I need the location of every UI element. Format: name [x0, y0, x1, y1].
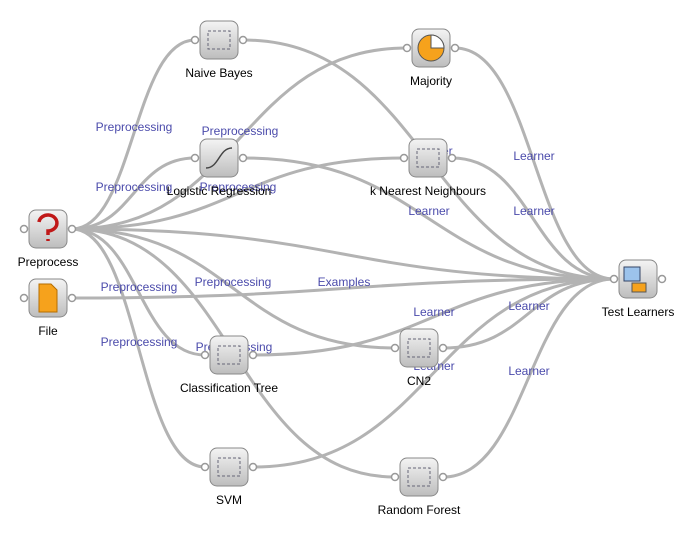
- edge-label: Learner: [408, 204, 449, 218]
- node-label: Majority: [410, 74, 452, 88]
- icon-glyph: [623, 266, 641, 282]
- output-port: [248, 350, 258, 360]
- output-port: [67, 224, 77, 234]
- node-label: k Nearest Neighbours: [370, 184, 486, 198]
- link: [71, 227, 615, 281]
- input-port: [402, 43, 412, 53]
- node-label: File: [38, 324, 58, 338]
- edge-label: Learner: [513, 204, 554, 218]
- link: [71, 227, 206, 357]
- node-label: CN2: [407, 374, 431, 388]
- input-port: [19, 224, 29, 234]
- node-label: Random Forest: [378, 503, 461, 517]
- node[interactable]: Classification Tree: [180, 335, 278, 395]
- node[interactable]: k Nearest Neighbours: [370, 138, 486, 198]
- link: [454, 46, 615, 281]
- node-label: Preprocess: [18, 255, 79, 269]
- link: [71, 38, 196, 231]
- icon-glyph: [407, 338, 431, 358]
- input-port: [19, 293, 29, 303]
- node[interactable]: Random Forest: [378, 457, 461, 517]
- link: [451, 156, 615, 281]
- node[interactable]: SVM: [200, 447, 258, 507]
- node[interactable]: Preprocess: [18, 209, 79, 269]
- output-port: [450, 43, 460, 53]
- output-port: [438, 472, 448, 482]
- edge-label: Preprocessing: [101, 280, 178, 294]
- node[interactable]: File: [19, 278, 77, 338]
- edge-label: Preprocessing: [96, 180, 173, 194]
- icon-glyph: [430, 34, 445, 49]
- link: [252, 277, 615, 357]
- link: [71, 156, 196, 231]
- edge-label: Examples: [318, 275, 371, 289]
- input-port: [190, 35, 200, 45]
- input-port: [399, 153, 409, 163]
- input-port: [390, 472, 400, 482]
- edge-label: Learner: [413, 305, 454, 319]
- node-icon: [209, 447, 249, 487]
- input-port: [200, 462, 210, 472]
- edge-label: Learner: [508, 299, 549, 313]
- edge-label: Preprocessing: [200, 180, 277, 194]
- edge-label: Preprocessing: [202, 124, 279, 138]
- edge-label: Preprocessing: [96, 120, 173, 134]
- input-port: [200, 350, 210, 360]
- output-port: [447, 153, 457, 163]
- icon-glyph: [207, 30, 231, 50]
- output-port: [657, 274, 667, 284]
- edge-label: Preprocessing: [195, 275, 272, 289]
- output-port: [67, 293, 77, 303]
- edge-label: Learner: [508, 364, 549, 378]
- icon-glyph: [407, 467, 431, 487]
- node-icon: [399, 328, 439, 368]
- icon-glyph: [37, 213, 59, 241]
- node-label: Test Learners: [602, 305, 675, 319]
- output-port: [248, 462, 258, 472]
- edge-label: Learner: [513, 149, 554, 163]
- node-icon: [399, 457, 439, 497]
- node[interactable]: Majority: [402, 28, 460, 88]
- input-port: [390, 343, 400, 353]
- icon-glyph: [416, 148, 440, 168]
- node-label: Classification Tree: [180, 381, 278, 395]
- edge-label: Preprocessing: [101, 335, 178, 349]
- input-port: [190, 153, 200, 163]
- node-label: Logistic Regression: [167, 184, 272, 198]
- link: [442, 277, 615, 479]
- output-port: [238, 153, 248, 163]
- icon-glyph: [38, 283, 58, 313]
- icon-glyph: [217, 345, 241, 365]
- node-label: Naive Bayes: [185, 66, 252, 80]
- link: [71, 156, 405, 231]
- node-icon: [209, 335, 249, 375]
- link: [71, 227, 206, 469]
- link: [71, 46, 408, 231]
- node-icon: [408, 138, 448, 178]
- link: [252, 277, 615, 469]
- icon-glyph: [217, 457, 241, 477]
- node-label: SVM: [216, 493, 242, 507]
- input-port: [609, 274, 619, 284]
- output-port: [438, 343, 448, 353]
- link: [242, 156, 615, 281]
- node[interactable]: Logistic Regression: [167, 138, 272, 198]
- icon-glyph: [205, 147, 233, 169]
- node[interactable]: CN2: [390, 328, 448, 388]
- output-port: [238, 35, 248, 45]
- icon-glyph: [631, 282, 647, 293]
- node[interactable]: Naive Bayes: [185, 20, 253, 80]
- node-icon: [199, 20, 239, 60]
- node[interactable]: Test Learners: [602, 259, 675, 319]
- link: [71, 227, 396, 350]
- link: [71, 277, 615, 300]
